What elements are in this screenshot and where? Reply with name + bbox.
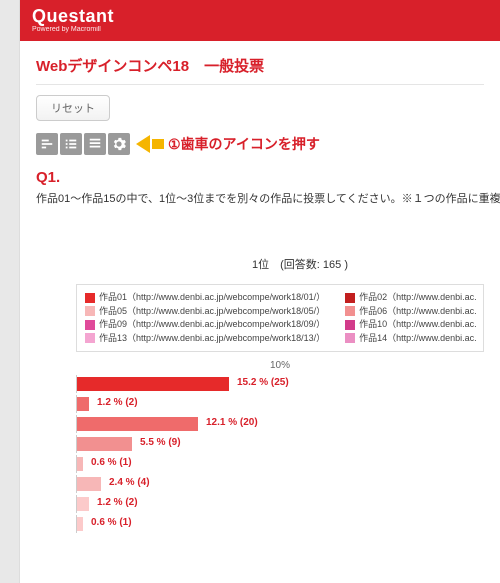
legend-swatch bbox=[345, 333, 355, 343]
bar-row: 1.2 % (2) bbox=[76, 395, 484, 413]
bar-value-label: 0.6 % (1) bbox=[91, 517, 132, 528]
legend-swatch bbox=[85, 320, 95, 330]
bar-chart: 10% 15.2 % (25) 1.2 % (2) 12.1 % (20) 5.5 %… bbox=[76, 360, 484, 533]
legend-item: 作品13（http://www.denbi.ac.jp/webcompe/wor… bbox=[85, 332, 325, 346]
legend-label: 作品13（http://www.denbi.ac.jp/webcompe/wor… bbox=[99, 332, 325, 346]
view-list1-button[interactable] bbox=[60, 133, 82, 155]
bar-row: 15.2 % (25) bbox=[76, 375, 484, 393]
bar-chart-icon bbox=[40, 137, 54, 151]
bar-row: 0.6 % (1) bbox=[76, 515, 484, 533]
callout-text: 歯車のアイコンを押す bbox=[181, 134, 320, 154]
view-toolbar: ①歯車のアイコンを押す bbox=[36, 133, 484, 155]
legend-swatch bbox=[85, 306, 95, 316]
bar-value-label: 0.6 % (1) bbox=[91, 457, 132, 468]
brand-logo: Questant bbox=[32, 6, 488, 27]
bar bbox=[77, 397, 89, 411]
bar bbox=[77, 497, 89, 511]
legend-label: 作品10（http://www.denbi.ac. bbox=[359, 318, 477, 332]
legend-item: 作品14（http://www.denbi.ac. bbox=[345, 332, 477, 346]
legend-item: 作品02（http://www.denbi.ac. bbox=[345, 291, 477, 305]
chart-legend: 作品01（http://www.denbi.ac.jp/webcompe/wor… bbox=[76, 284, 484, 352]
bar bbox=[77, 517, 83, 531]
bar-value-label: 2.4 % (4) bbox=[109, 477, 150, 488]
legend-label: 作品09（http://www.denbi.ac.jp/webcompe/wor… bbox=[99, 318, 325, 332]
legend-label: 作品01（http://www.denbi.ac.jp/webcompe/wor… bbox=[99, 291, 325, 305]
bar-row: 1.2 % (2) bbox=[76, 495, 484, 513]
bar-row: 5.5 % (9) bbox=[76, 435, 484, 453]
question-code: Q1. bbox=[36, 169, 484, 186]
legend-swatch bbox=[85, 333, 95, 343]
list-icon bbox=[64, 137, 78, 151]
settings-button[interactable] bbox=[108, 133, 130, 155]
reset-button[interactable]: リセット bbox=[36, 95, 110, 121]
legend-item: 作品01（http://www.denbi.ac.jp/webcompe/wor… bbox=[85, 291, 325, 305]
axis-tick: 10% bbox=[76, 360, 484, 371]
legend-label: 作品02（http://www.denbi.ac. bbox=[359, 291, 477, 305]
page-title: Webデザインコンペ18 一般投票 bbox=[36, 55, 484, 85]
legend-item: 作品05（http://www.denbi.ac.jp/webcompe/wor… bbox=[85, 305, 325, 319]
legend-swatch bbox=[345, 293, 355, 303]
legend-label: 作品06（http://www.denbi.ac. bbox=[359, 305, 477, 319]
detailed-list-icon bbox=[88, 137, 102, 151]
legend-item: 作品09（http://www.denbi.ac.jp/webcompe/wor… bbox=[85, 318, 325, 332]
gear-icon bbox=[112, 137, 126, 151]
bar-value-label: 12.1 % (20) bbox=[206, 417, 258, 428]
view-list2-button[interactable] bbox=[84, 133, 106, 155]
bar-value-label: 1.2 % (2) bbox=[97, 497, 138, 508]
legend-swatch bbox=[345, 306, 355, 316]
annotation-callout: ①歯車のアイコンを押す bbox=[136, 134, 320, 154]
bar bbox=[77, 457, 83, 471]
bar bbox=[77, 417, 198, 431]
legend-swatch bbox=[85, 293, 95, 303]
view-chart-button[interactable] bbox=[36, 133, 58, 155]
legend-item: 作品06（http://www.denbi.ac. bbox=[345, 305, 477, 319]
bar-value-label: 5.5 % (9) bbox=[140, 437, 181, 448]
bar bbox=[77, 477, 101, 491]
bar bbox=[77, 377, 229, 391]
left-rail bbox=[0, 0, 20, 583]
rank-label: 1位 (回答数: 165 ) bbox=[116, 256, 484, 272]
legend-label: 作品14（http://www.denbi.ac. bbox=[359, 332, 477, 346]
bar-row: 0.6 % (1) bbox=[76, 455, 484, 473]
arrow-left-icon bbox=[136, 135, 150, 153]
bar-value-label: 15.2 % (25) bbox=[237, 377, 289, 388]
brand-tagline: Powered by Macromill bbox=[32, 26, 488, 33]
bar bbox=[77, 437, 132, 451]
question-text: 作品01～作品15の中で、1位～3位までを別々の作品に投票してください。※１つの… bbox=[36, 190, 484, 206]
bar-row: 12.1 % (20) bbox=[76, 415, 484, 433]
legend-item: 作品10（http://www.denbi.ac. bbox=[345, 318, 477, 332]
legend-swatch bbox=[345, 320, 355, 330]
bar-value-label: 1.2 % (2) bbox=[97, 397, 138, 408]
callout-number: ① bbox=[168, 136, 181, 153]
brand-bar: Questant Powered by Macromill bbox=[20, 0, 500, 41]
legend-label: 作品05（http://www.denbi.ac.jp/webcompe/wor… bbox=[99, 305, 325, 319]
bar-row: 2.4 % (4) bbox=[76, 475, 484, 493]
